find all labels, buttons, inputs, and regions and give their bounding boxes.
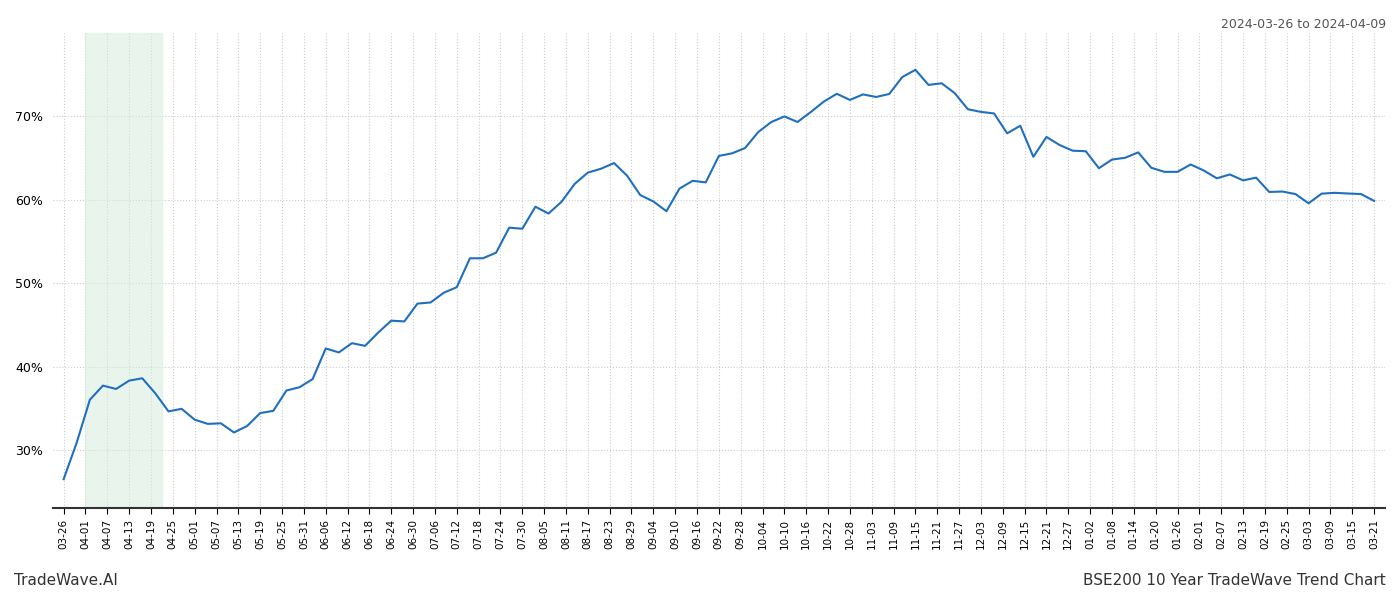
Bar [85,33,162,508]
Text: 2024-03-26 to 2024-04-09: 2024-03-26 to 2024-04-09 [1221,18,1386,31]
Text: TradeWave.AI: TradeWave.AI [14,573,118,588]
Text: BSE200 10 Year TradeWave Trend Chart: BSE200 10 Year TradeWave Trend Chart [1084,573,1386,588]
